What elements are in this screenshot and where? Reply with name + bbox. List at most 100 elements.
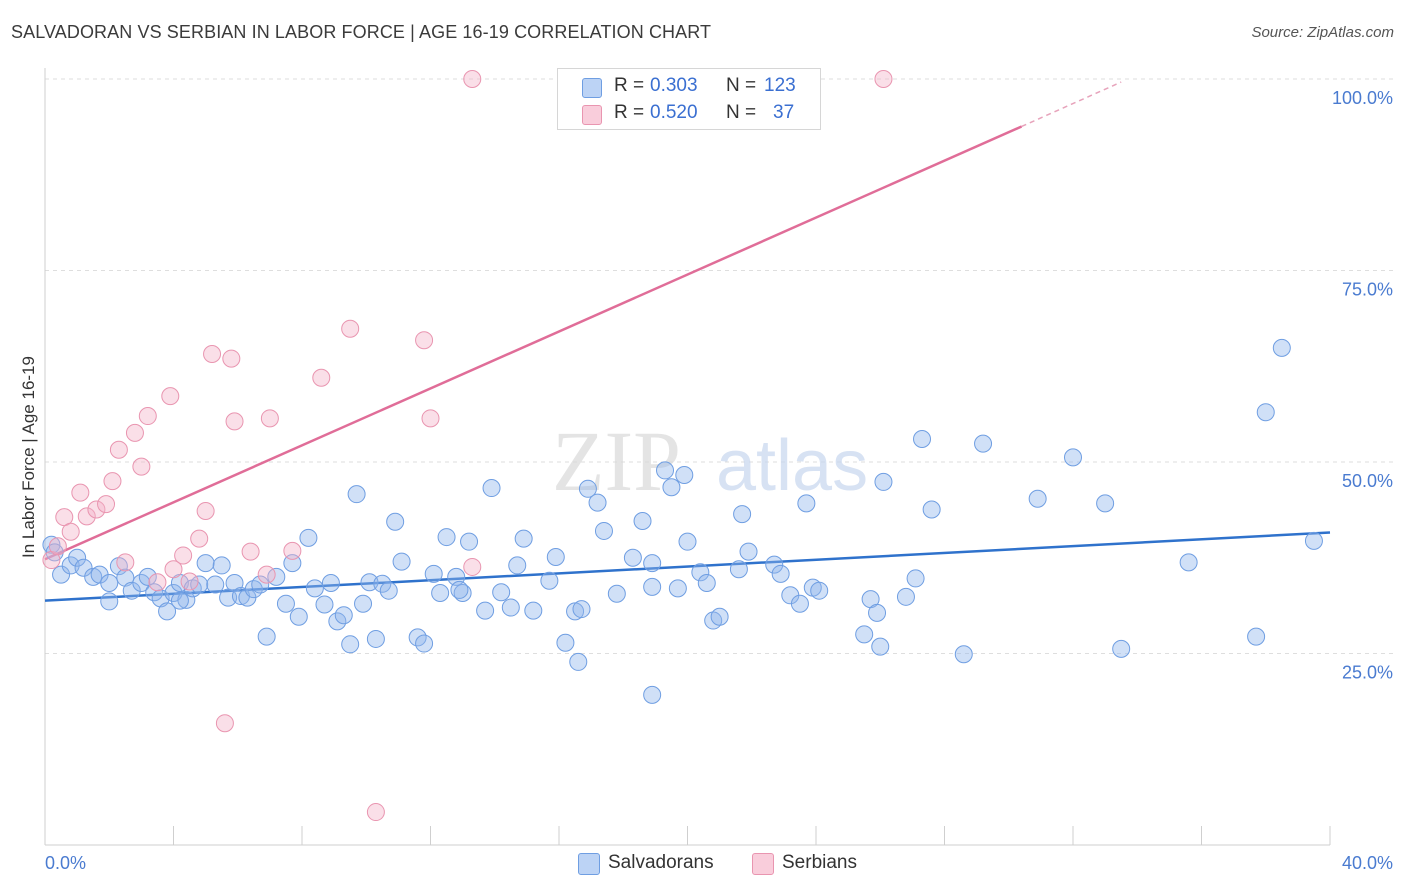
salvadorans-point (578, 479, 597, 498)
salvadorans-point (116, 568, 135, 587)
salvadorans-point (341, 635, 360, 654)
chart-title: SALVADORAN VS SERBIAN IN LABOR FORCE | A… (11, 22, 712, 42)
watermark-atlas: atlas (716, 426, 868, 506)
salvadorans-point (347, 485, 366, 504)
serbians-point (103, 472, 122, 491)
axes (44, 68, 1331, 846)
salvadorans-point (643, 554, 662, 573)
serbians-point (283, 541, 302, 560)
salvadorans-point (431, 583, 450, 602)
salvadorans-point (675, 466, 694, 485)
salvadorans-point (305, 579, 324, 598)
salvadorans-point (122, 581, 141, 600)
salvadorans-point (373, 574, 392, 593)
serbians-point (138, 407, 157, 426)
salvadorans-point (225, 574, 244, 593)
r-label: R = (614, 75, 645, 96)
salvadorans-point (691, 563, 710, 582)
salvadorans-point (392, 552, 411, 571)
salvadorans-point (360, 573, 379, 592)
serbians-point (203, 344, 222, 363)
data-points (42, 70, 1323, 822)
salvadorans-point (771, 564, 790, 583)
salvadorans-point (1247, 627, 1266, 646)
series-salvadorans (42, 338, 1323, 704)
salvadorans-point (415, 634, 434, 653)
gridlines (45, 78, 1393, 654)
y-tick-label: 100.0% (1332, 88, 1393, 108)
serbians-point (180, 572, 199, 591)
n-value-serbians: 37 (773, 102, 795, 123)
serbians-swatch (582, 105, 602, 125)
salvadorans-point (74, 558, 93, 577)
y-tick-label: 50.0% (1342, 471, 1393, 491)
serbians-point (116, 553, 135, 572)
serbians-point (225, 412, 244, 431)
salvadorans-point (299, 528, 318, 547)
serbians-point (97, 495, 116, 514)
n-label: N = (726, 75, 757, 96)
salvadorans-point (896, 587, 915, 606)
salvadorans-point (906, 569, 925, 588)
salvadorans-point (1028, 489, 1047, 508)
salvadorans-point (678, 532, 697, 551)
series-serbians (42, 70, 893, 822)
salvadorans-point (733, 505, 752, 524)
serbians-point (61, 522, 80, 541)
salvadorans-point (212, 556, 231, 575)
salvadorans-point (874, 472, 893, 491)
salvadorans-point (334, 606, 353, 625)
serbians-point (415, 331, 434, 350)
salvadorans-point (158, 602, 177, 621)
x-tick-label-max: 40.0% (1342, 853, 1393, 873)
salvadorans-point (974, 434, 993, 453)
serbians-trend-extension (1021, 81, 1122, 128)
salvadorans-point (257, 627, 276, 646)
serbians-point (48, 537, 67, 556)
watermark-zip: ZIP (552, 413, 681, 509)
salvadorans-point (633, 511, 652, 530)
salvadorans-point (508, 556, 527, 575)
serbians-point (164, 560, 183, 579)
salvadorans-point (546, 547, 565, 566)
salvadorans-point (366, 629, 385, 648)
source-credit: Source: ZipAtlas.com (1251, 24, 1394, 41)
r-label: R = (614, 102, 645, 123)
r-value-serbians: 0.520 (650, 102, 698, 123)
y-tick-label: 25.0% (1342, 663, 1393, 683)
salvadorans-point (1304, 531, 1323, 550)
salvadorans-point (501, 598, 520, 617)
serbians-point (341, 319, 360, 338)
y-axis-title: In Labor Force | Age 16-19 (19, 356, 38, 558)
salvadorans-point (739, 542, 758, 561)
salvadorans-point (871, 637, 890, 656)
salvadorans-point (206, 575, 225, 594)
serbians-point (148, 573, 167, 592)
serbians-point (463, 557, 482, 576)
salvadorans-point (251, 575, 270, 594)
salvadorans-point (540, 571, 559, 590)
serbians-point (125, 423, 144, 442)
salvadorans-point (315, 595, 334, 614)
salvadorans-swatch (582, 78, 602, 98)
salvadorans-point (607, 584, 626, 603)
salvadorans-point (321, 574, 340, 593)
salvadorans-point (170, 591, 189, 610)
salvadorans-point (1256, 403, 1275, 422)
salvadorans-legend-label: Salvadorans (608, 852, 714, 873)
x-tick-label-min: 0.0% (45, 853, 86, 873)
salvadorans-point (244, 580, 263, 599)
serbians-point (222, 349, 241, 368)
salvadorans-point (765, 555, 784, 574)
salvadorans-point (954, 645, 973, 664)
serbians-point (366, 803, 385, 822)
salvadorans-point (100, 574, 119, 593)
salvadorans-point (697, 574, 716, 593)
serbians-legend-swatch (752, 853, 774, 875)
serbians-point (174, 546, 193, 565)
salvadorans-legend-swatch (578, 853, 600, 875)
salvadorans-point (810, 581, 829, 600)
salvadorans-point (460, 532, 479, 551)
watermark: ZIP atlas (552, 413, 868, 509)
salvadorans-point (52, 565, 71, 584)
